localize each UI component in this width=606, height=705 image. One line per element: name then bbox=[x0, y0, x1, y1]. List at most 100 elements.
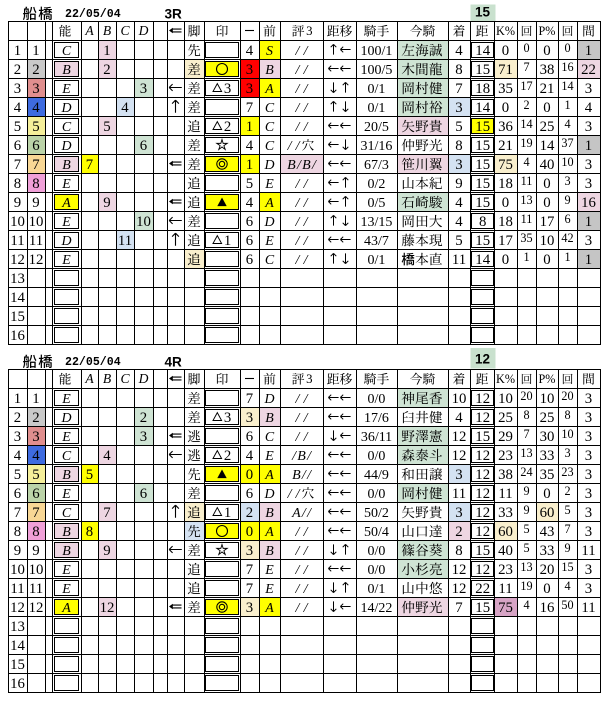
svg-text://: // bbox=[295, 563, 312, 578]
svg-text://: // bbox=[295, 215, 312, 230]
svg-text:9: 9 bbox=[455, 176, 462, 192]
svg-text:23: 23 bbox=[561, 465, 573, 479]
svg-text:3: 3 bbox=[585, 486, 592, 502]
svg-text:16: 16 bbox=[561, 60, 573, 74]
svg-text:B: B bbox=[62, 63, 71, 78]
svg-text:D: D bbox=[60, 101, 71, 116]
svg-text:7: 7 bbox=[246, 562, 253, 578]
svg-text:23: 23 bbox=[498, 448, 513, 464]
svg-text:3: 3 bbox=[246, 543, 253, 559]
svg-text:14: 14 bbox=[540, 138, 555, 154]
svg-text:C: C bbox=[120, 371, 130, 386]
svg-text:16: 16 bbox=[10, 328, 25, 344]
svg-text:13: 13 bbox=[520, 560, 532, 574]
svg-text:3: 3 bbox=[14, 429, 21, 445]
svg-text:10: 10 bbox=[10, 214, 25, 230]
svg-text:6: 6 bbox=[246, 214, 253, 230]
svg-text:9: 9 bbox=[32, 195, 39, 211]
svg-text:0: 0 bbox=[564, 41, 570, 55]
svg-text:1: 1 bbox=[585, 252, 592, 268]
svg-text:6: 6 bbox=[564, 212, 570, 226]
svg-text:9: 9 bbox=[14, 543, 21, 559]
svg-text:7: 7 bbox=[246, 581, 253, 597]
svg-text:3: 3 bbox=[224, 81, 231, 97]
svg-text:100/5: 100/5 bbox=[361, 63, 393, 78]
svg-text:3: 3 bbox=[246, 600, 253, 616]
svg-text:P%: P% bbox=[539, 24, 556, 38]
svg-text:K%: K% bbox=[496, 372, 515, 386]
svg-text:17: 17 bbox=[498, 233, 513, 249]
svg-text:E: E bbox=[61, 215, 71, 230]
svg-text:A: A bbox=[61, 196, 71, 211]
svg-text:8: 8 bbox=[564, 408, 570, 422]
svg-text:9: 9 bbox=[103, 543, 110, 559]
svg-text:B/B/: B/B/ bbox=[287, 158, 317, 173]
svg-text:0: 0 bbox=[543, 176, 550, 192]
svg-text:10: 10 bbox=[10, 562, 25, 578]
svg-text:/B/: /B/ bbox=[291, 449, 312, 464]
svg-text:71: 71 bbox=[498, 62, 513, 78]
svg-text:4: 4 bbox=[14, 100, 22, 116]
svg-text:12: 12 bbox=[475, 410, 490, 426]
svg-text:21: 21 bbox=[540, 81, 555, 97]
svg-text:B: B bbox=[265, 63, 274, 78]
svg-text:17/6: 17/6 bbox=[364, 411, 389, 426]
svg-text:14: 14 bbox=[475, 100, 490, 116]
svg-text:0: 0 bbox=[543, 100, 550, 116]
svg-text:2: 2 bbox=[224, 448, 231, 464]
svg-text:1: 1 bbox=[585, 138, 592, 154]
svg-text:6: 6 bbox=[246, 233, 253, 249]
svg-text:D: D bbox=[263, 158, 274, 173]
svg-text:10: 10 bbox=[561, 427, 573, 441]
svg-text:1: 1 bbox=[224, 233, 231, 249]
svg-text:10: 10 bbox=[540, 233, 555, 249]
svg-text:12: 12 bbox=[475, 448, 490, 464]
svg-text:11: 11 bbox=[498, 486, 512, 502]
svg-text:3: 3 bbox=[585, 233, 592, 249]
svg-text:0/0: 0/0 bbox=[368, 449, 386, 464]
svg-text:14/22: 14/22 bbox=[361, 601, 393, 616]
svg-text:75: 75 bbox=[498, 157, 513, 173]
svg-text:42: 42 bbox=[561, 231, 573, 245]
svg-text:E: E bbox=[264, 449, 274, 464]
svg-text:13: 13 bbox=[10, 271, 25, 287]
svg-text:E: E bbox=[264, 582, 274, 597]
svg-text:16: 16 bbox=[10, 676, 25, 692]
svg-text:8: 8 bbox=[455, 543, 462, 559]
svg-text:36: 36 bbox=[498, 119, 513, 135]
svg-text:K%: K% bbox=[496, 24, 515, 38]
svg-text:3: 3 bbox=[246, 62, 253, 78]
svg-text:6: 6 bbox=[140, 486, 147, 502]
svg-text:3: 3 bbox=[585, 176, 592, 192]
svg-text:12: 12 bbox=[100, 600, 115, 616]
svg-text:4: 4 bbox=[455, 410, 463, 426]
svg-text:11: 11 bbox=[498, 581, 512, 597]
svg-text:E: E bbox=[61, 563, 71, 578]
svg-text:3: 3 bbox=[585, 429, 592, 445]
svg-text:11: 11 bbox=[521, 174, 533, 188]
svg-text:11: 11 bbox=[118, 233, 132, 249]
svg-text:S: S bbox=[266, 44, 273, 59]
svg-text:13: 13 bbox=[520, 446, 532, 460]
svg-text:14: 14 bbox=[10, 290, 25, 306]
svg-text:B: B bbox=[265, 506, 274, 521]
svg-text://: // bbox=[295, 544, 312, 559]
svg-text:0/5: 0/5 bbox=[368, 196, 386, 211]
svg-text:17: 17 bbox=[520, 79, 532, 93]
svg-text:3: 3 bbox=[585, 581, 592, 597]
svg-text:7: 7 bbox=[246, 100, 253, 116]
svg-text:25: 25 bbox=[498, 410, 513, 426]
svg-text:12: 12 bbox=[475, 352, 490, 367]
svg-text:12: 12 bbox=[29, 600, 44, 616]
svg-text:33: 33 bbox=[498, 505, 513, 521]
svg-text:0: 0 bbox=[502, 43, 509, 59]
svg-text:9: 9 bbox=[103, 195, 110, 211]
svg-text:8: 8 bbox=[32, 176, 39, 192]
svg-text:4: 4 bbox=[246, 43, 254, 59]
svg-text://: // bbox=[295, 411, 312, 426]
svg-text:0/0: 0/0 bbox=[368, 392, 386, 407]
svg-text:C: C bbox=[62, 44, 72, 59]
svg-text:D: D bbox=[60, 234, 71, 249]
svg-text:B: B bbox=[265, 544, 274, 559]
svg-text:C: C bbox=[265, 253, 275, 268]
